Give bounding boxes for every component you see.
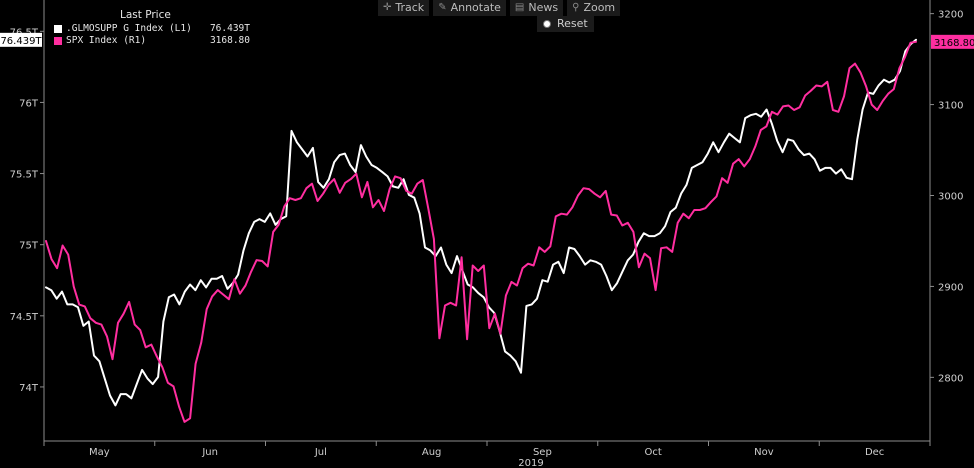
- reset-button[interactable]: Reset: [537, 16, 594, 32]
- left-last-value-tag-bg: [0, 32, 42, 47]
- legend-swatch: [54, 24, 62, 33]
- chart-series: [45, 38, 917, 423]
- series-line-spx: [45, 40, 917, 423]
- chart-axes: [40, 0, 934, 446]
- right-last-value-tag-bg: [931, 34, 974, 49]
- right-tick-label: 2800: [938, 373, 963, 384]
- x-tick-label: Nov: [754, 447, 774, 458]
- x-tick-label: Dec: [865, 447, 884, 458]
- right-tick-label: 3100: [938, 101, 963, 112]
- right-tick-label: 3200: [938, 10, 963, 21]
- reset-label: Reset: [557, 17, 588, 30]
- left-tick-label: 74.5T: [10, 312, 39, 323]
- legend-series-value: 76.439T: [209, 23, 250, 34]
- legend-row-right-series[interactable]: SPX Index (R1) 3168.80: [54, 35, 250, 46]
- right-last-value-tag: 3168.80: [934, 38, 974, 49]
- news-button[interactable]: ▤ News: [509, 0, 564, 16]
- chart-toolbar: ✛ Track ✎ Annotate ▤ News ⚲ Zoom: [378, 0, 621, 16]
- news-icon: ▤: [514, 2, 525, 13]
- legend-swatch: [54, 36, 62, 45]
- x-tick-label: Jun: [201, 447, 218, 458]
- legend-series-name: SPX Index (R1): [66, 35, 147, 46]
- left-tick-label: 76T: [19, 98, 39, 109]
- zoom-button[interactable]: ⚲ Zoom: [567, 0, 621, 16]
- annotate-button[interactable]: ✎ Annotate: [433, 0, 506, 16]
- x-tick-label: Jul: [314, 447, 327, 458]
- series-line-glmosupp: [45, 38, 917, 407]
- zoom-label: Zoom: [583, 1, 616, 14]
- right-tick-label: 2900: [938, 282, 963, 293]
- news-label: News: [528, 1, 559, 14]
- x-tick-label: Aug: [422, 447, 442, 458]
- x-tick-label: May: [89, 447, 110, 458]
- left-tick-label: 74T: [19, 383, 39, 394]
- x-tick-label: Oct: [644, 447, 661, 458]
- legend-series-value: 3168.80: [209, 35, 250, 46]
- chart-legend: Last Price .GLMOSUPP G Index (L1) 76.439…: [48, 8, 254, 48]
- annotate-label: Annotate: [450, 1, 501, 14]
- chart-tick-labels: 74T 74.5T 75T 75.5T 76T 76.5T 2800 2900 3000 3100…: [0, 10, 974, 468]
- crosshair-icon: ✛: [383, 2, 392, 13]
- x-axis-year-label: 2019: [518, 458, 543, 468]
- magnifier-icon: ⚲: [572, 2, 580, 13]
- left-tick-label: 76.5T: [10, 27, 39, 38]
- track-label: Track: [395, 1, 425, 14]
- pencil-icon: ✎: [438, 2, 447, 13]
- x-tick-label: Sep: [533, 447, 552, 458]
- left-last-value-tag: 76.439T: [0, 36, 42, 47]
- legend-row-left-series[interactable]: .GLMOSUPP G Index (L1) 76.439T: [54, 23, 250, 34]
- right-tick-label: 3000: [938, 191, 963, 202]
- reset-radio-icon: [543, 20, 551, 28]
- left-tick-label: 75.5T: [10, 170, 39, 181]
- left-tick-label: 75T: [19, 241, 39, 252]
- legend-title: Last Price: [120, 9, 171, 21]
- track-button[interactable]: ✛ Track: [378, 0, 430, 16]
- legend-series-name: .GLMOSUPP G Index (L1): [66, 23, 192, 34]
